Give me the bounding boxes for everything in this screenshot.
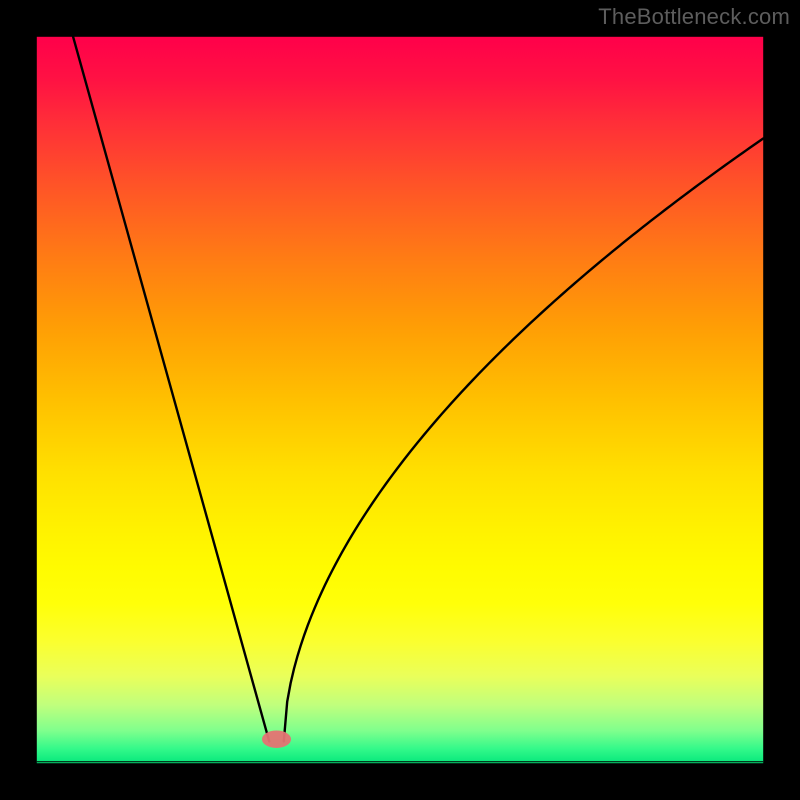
optimal-point-marker (262, 731, 291, 748)
chart-root: TheBottleneck.com (0, 0, 800, 800)
bottleneck-curve-chart (0, 0, 800, 800)
watermark-text: TheBottleneck.com (598, 4, 790, 30)
chart-background-gradient (37, 37, 763, 763)
